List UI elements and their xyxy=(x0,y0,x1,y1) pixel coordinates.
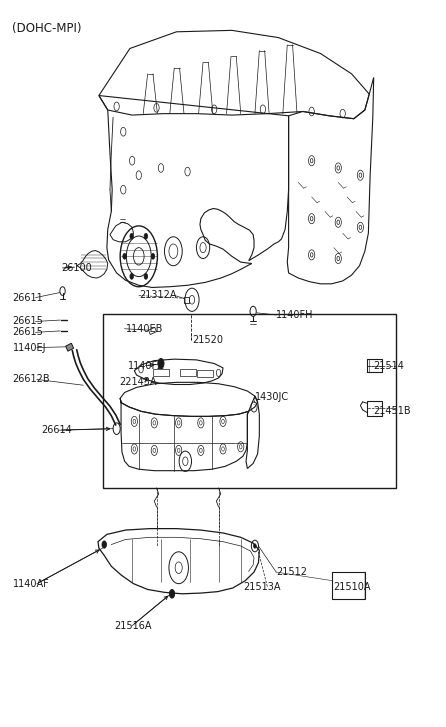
Circle shape xyxy=(130,233,133,239)
Text: 21513A: 21513A xyxy=(243,582,281,592)
Text: 26100: 26100 xyxy=(61,263,92,273)
Text: 26615: 26615 xyxy=(12,327,43,337)
Text: 26615: 26615 xyxy=(12,316,43,326)
Text: 21510A: 21510A xyxy=(333,582,371,592)
Circle shape xyxy=(123,254,126,260)
Text: 1430JC: 1430JC xyxy=(255,392,289,402)
Text: 21512: 21512 xyxy=(276,567,307,577)
Text: 1140AF: 1140AF xyxy=(12,579,49,589)
Circle shape xyxy=(151,254,155,260)
Text: 26612B: 26612B xyxy=(12,374,50,385)
Text: 1140FH: 1140FH xyxy=(276,310,314,320)
Circle shape xyxy=(158,358,164,369)
Circle shape xyxy=(144,273,148,279)
Text: 21520: 21520 xyxy=(192,334,223,345)
Bar xyxy=(103,314,396,488)
Text: 21514: 21514 xyxy=(374,361,405,371)
Text: 1140EB: 1140EB xyxy=(125,324,163,334)
Text: 1140EJ: 1140EJ xyxy=(12,342,46,353)
Circle shape xyxy=(169,590,175,598)
Text: 21451B: 21451B xyxy=(374,406,411,416)
Circle shape xyxy=(102,541,107,548)
Text: 22143A: 22143A xyxy=(119,377,157,387)
Text: 21312A: 21312A xyxy=(139,290,176,300)
Polygon shape xyxy=(66,343,74,351)
Circle shape xyxy=(144,233,148,239)
Text: 26614: 26614 xyxy=(41,425,72,435)
Text: (DOHC-MPI): (DOHC-MPI) xyxy=(12,23,82,36)
Text: 21516A: 21516A xyxy=(115,621,152,630)
Circle shape xyxy=(254,544,256,548)
Text: 1140FZ: 1140FZ xyxy=(128,361,165,371)
Text: 26611: 26611 xyxy=(12,292,43,302)
Circle shape xyxy=(130,273,133,279)
